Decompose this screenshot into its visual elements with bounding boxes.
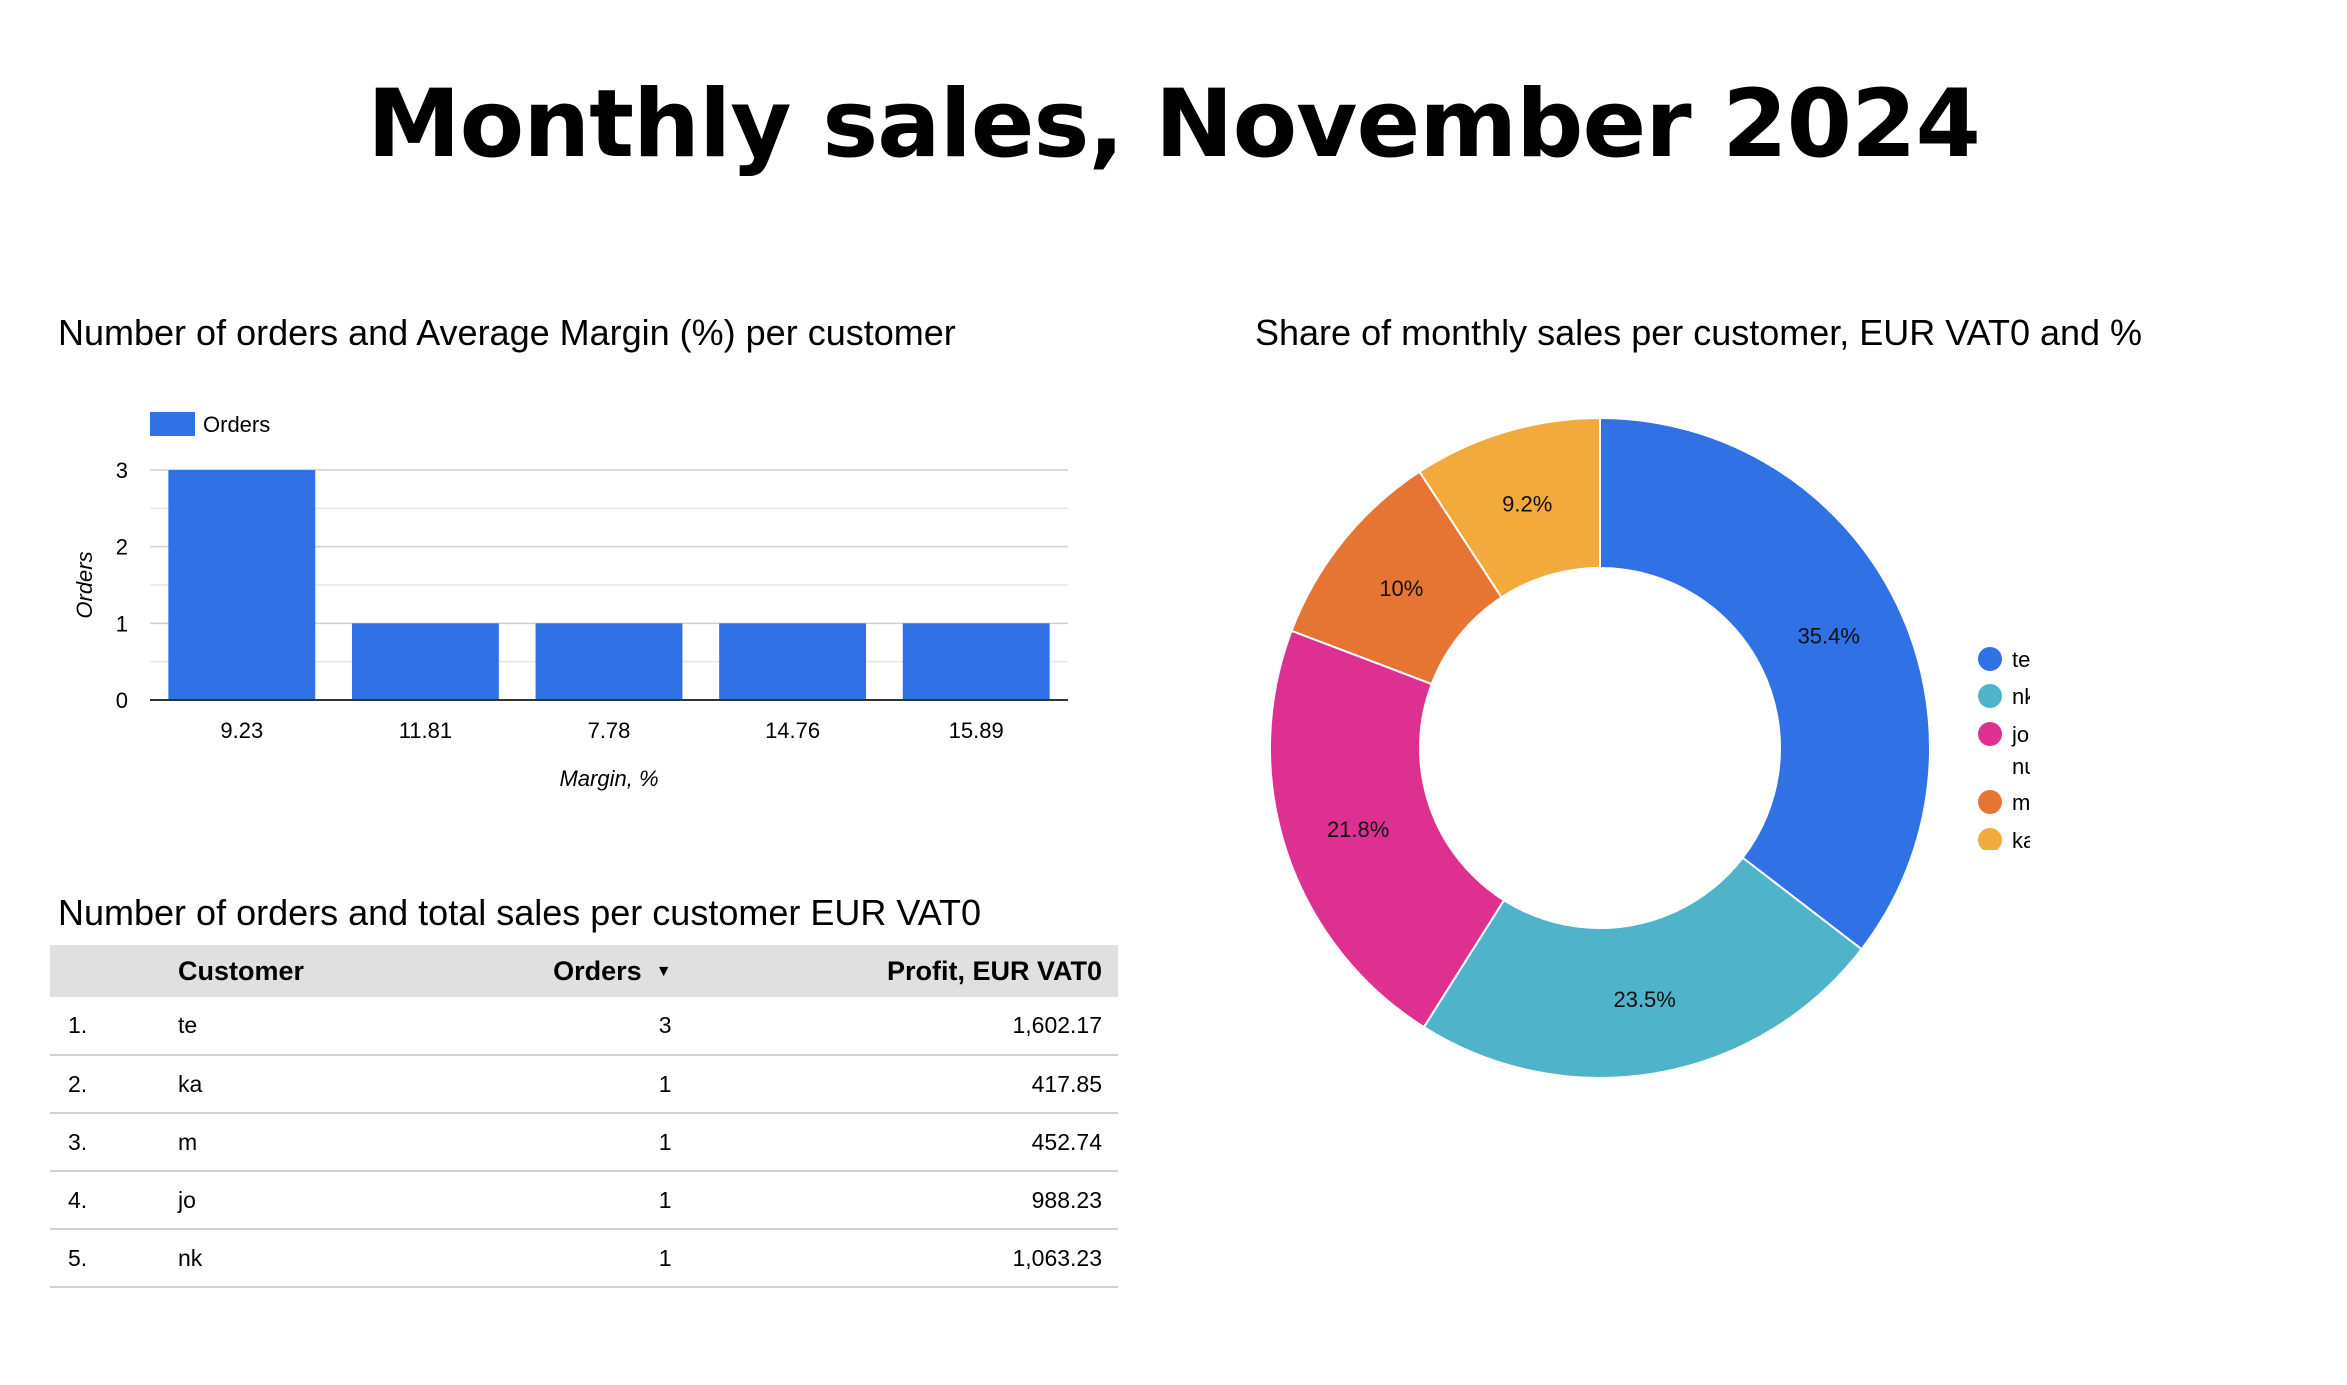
pie-chart-title: Share of monthly sales per customer, EUR… bbox=[1255, 312, 2143, 353]
table-row[interactable]: 5. nk 1 1,063.23 bbox=[50, 1229, 1118, 1287]
bar-15.89 bbox=[902, 623, 1050, 700]
customer-cell: jo bbox=[178, 1186, 196, 1213]
customer-cell: ka bbox=[178, 1070, 203, 1097]
x-tick-label: 14.76 bbox=[765, 718, 820, 743]
legend-label-ka: ka bbox=[2012, 828, 2036, 853]
legend-label-m: m bbox=[2012, 790, 2030, 815]
bar-14.76 bbox=[719, 623, 867, 700]
profit-cell: 1,602.17 bbox=[1012, 1012, 1102, 1038]
customer-column-header[interactable]: Customer bbox=[178, 955, 305, 986]
customer-cell: nk bbox=[178, 1244, 203, 1271]
orders-cell: 3 bbox=[658, 1012, 672, 1038]
sort-descending-icon[interactable]: ▼ bbox=[655, 963, 672, 981]
legend-swatch-orders bbox=[150, 412, 195, 436]
legend-label-orders: Orders bbox=[203, 412, 270, 437]
orders-cell: 1 bbox=[658, 1186, 672, 1213]
slice-jo bbox=[1269, 629, 1506, 1029]
slice-label-m: 10% bbox=[1379, 576, 1423, 601]
profit-cell: 1,063.23 bbox=[1012, 1244, 1102, 1271]
x-tick-label: 9.23 bbox=[220, 718, 263, 743]
bar-11.81 bbox=[351, 623, 499, 700]
y-tick-label: 3 bbox=[116, 458, 128, 483]
slice-label-nk: 23.5% bbox=[1613, 987, 1675, 1012]
profit-cell: 417.85 bbox=[1031, 1070, 1102, 1097]
legend-label-nu: nu bbox=[2012, 754, 2036, 779]
x-tick-label: 7.78 bbox=[588, 718, 631, 743]
slice-label-jo: 21.8% bbox=[1327, 817, 1389, 842]
index-column-header bbox=[50, 945, 178, 997]
profit-cell: 988.23 bbox=[1031, 1186, 1102, 1213]
orders-cell: 1 bbox=[658, 1070, 672, 1097]
table-header-row: Customer Orders ▼ Profit, EUR VAT0 bbox=[50, 945, 1118, 997]
table-row[interactable]: 2. ka 1 417.85 bbox=[50, 1055, 1118, 1113]
table-row[interactable]: 4. jo 1 988.23 bbox=[50, 1171, 1118, 1229]
orders-bar-chart: 0 1 2 3 9.23 11.81 7.78 14.76 15.89 Margin, % Orde… bbox=[72, 412, 1068, 791]
legend-label-te: te bbox=[2012, 647, 2030, 672]
legend-dot-te bbox=[1978, 647, 2002, 671]
profit-cell: 452.74 bbox=[1031, 1128, 1102, 1155]
legend-label-nk: nk bbox=[2012, 684, 2036, 709]
table-title: Number of orders and total sales per cus… bbox=[58, 892, 982, 933]
x-tick-label: 11.81 bbox=[399, 718, 452, 743]
row-index: 2. bbox=[68, 1070, 88, 1097]
table-row[interactable]: 1. te 3 1,602.17 bbox=[50, 997, 1118, 1055]
slice-label-te: 35.4% bbox=[1798, 623, 1860, 648]
row-index: 4. bbox=[68, 1186, 88, 1213]
customer-cell: te bbox=[178, 1012, 198, 1038]
page-title: Monthly sales, November 2024 bbox=[367, 70, 1981, 179]
orders-cell: 1 bbox=[658, 1128, 672, 1155]
legend-dot-ka bbox=[1978, 828, 2002, 850]
orders-cell: 1 bbox=[658, 1244, 672, 1271]
orders-header-label: Orders bbox=[553, 955, 642, 986]
legend-dot-jo bbox=[1978, 722, 2002, 746]
row-index: 1. bbox=[68, 1012, 88, 1038]
legend-label-jo: jo bbox=[2011, 722, 2029, 747]
bar-7.78 bbox=[535, 623, 683, 700]
slice-nk bbox=[1422, 856, 1863, 1079]
legend-dot-nk bbox=[1978, 684, 2002, 708]
y-tick-label: 1 bbox=[116, 611, 128, 636]
bar-9.23 bbox=[168, 470, 316, 700]
x-tick-label: 15.89 bbox=[949, 718, 1004, 743]
y-axis-title: Orders bbox=[72, 551, 97, 618]
row-index: 3. bbox=[68, 1128, 88, 1155]
bar-chart-title: Number of orders and Average Margin (%) … bbox=[58, 312, 956, 353]
orders-column-header[interactable]: Orders ▼ bbox=[425, 945, 687, 997]
slice-label-ka: 9.2% bbox=[1502, 492, 1552, 517]
slice-te bbox=[1599, 416, 1931, 951]
sales-table: Customer Orders ▼ Profit, EUR VAT0 1. te 3 1… bbox=[50, 945, 1118, 1288]
customer-cell: m bbox=[178, 1128, 198, 1155]
table-row[interactable]: 3. m 1 452.74 bbox=[50, 1113, 1118, 1171]
sales-share-donut-chart: 35.4% 23.5% 21.8% 10% 9.2% te nk jo nu m ka bbox=[1269, 416, 2036, 1079]
row-index: 5. bbox=[68, 1244, 88, 1271]
x-axis-title: Margin, % bbox=[559, 766, 658, 791]
y-tick-label: 2 bbox=[116, 535, 128, 560]
legend-dot-m bbox=[1978, 790, 2002, 814]
y-tick-label: 0 bbox=[116, 688, 128, 713]
pie-legend: te nk jo nu m ka bbox=[1978, 647, 2036, 853]
slice-ka bbox=[1418, 416, 1601, 599]
profit-column-header[interactable]: Profit, EUR VAT0 bbox=[886, 955, 1102, 986]
